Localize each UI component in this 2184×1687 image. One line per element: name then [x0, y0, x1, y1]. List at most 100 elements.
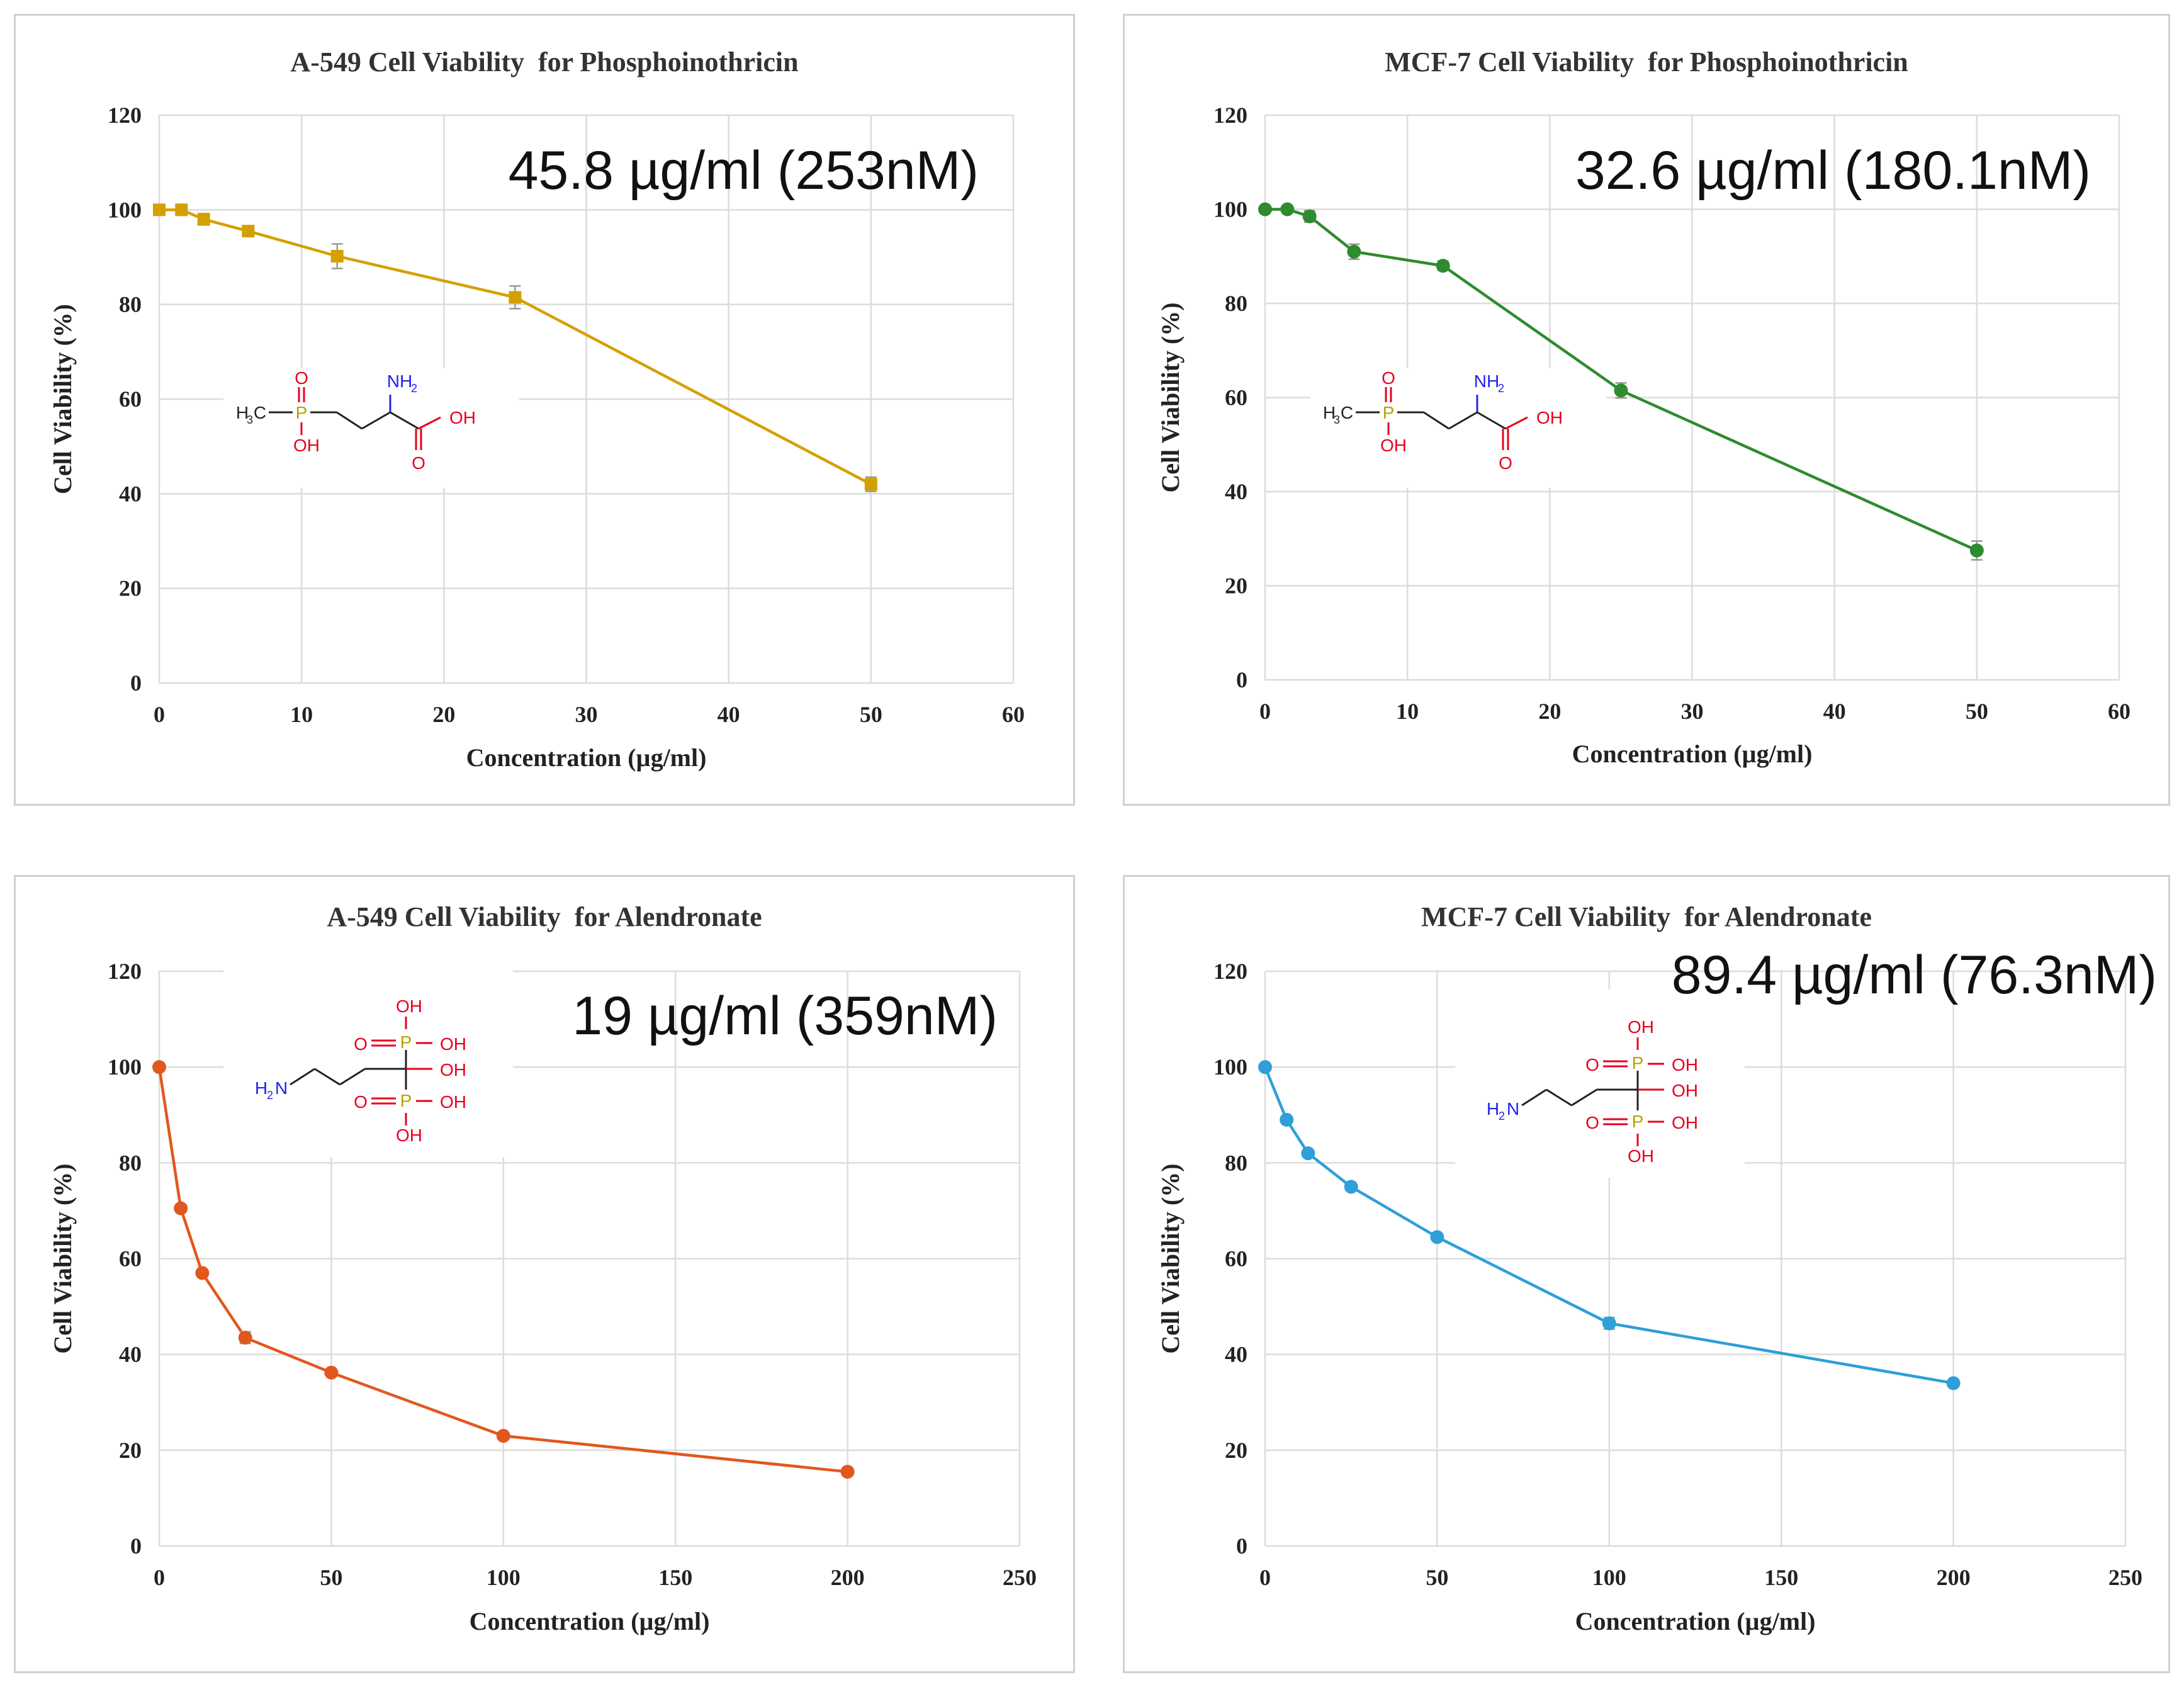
atom-label: P — [296, 403, 308, 422]
chart-title: A-549 Cell Viability for Alendronate — [327, 901, 762, 932]
y-tick-label: 40 — [1225, 479, 1247, 504]
data-point — [324, 1365, 339, 1380]
x-tick-label: 40 — [1823, 699, 1846, 724]
y-tick-label: 60 — [1225, 385, 1247, 410]
atom-label: O — [1382, 368, 1395, 388]
y-tick-label: 120 — [1213, 103, 1247, 128]
atom-label: 2 — [267, 1089, 273, 1102]
data-point — [1347, 244, 1361, 259]
data-point — [864, 478, 877, 491]
x-tick-label: 250 — [1003, 1565, 1037, 1590]
data-point — [174, 1201, 188, 1216]
structure-background — [223, 968, 513, 1157]
y-tick-label: 20 — [1225, 573, 1247, 599]
atom-label: OH — [396, 996, 422, 1016]
y-tick-label: 100 — [108, 1054, 142, 1080]
y-axis-label: Cell Viability (%) — [1156, 1163, 1185, 1353]
y-axis-label: Cell Viability (%) — [48, 304, 77, 494]
atom-label: OH — [449, 408, 476, 427]
atom-label: C — [1341, 403, 1353, 422]
atom-label: OH — [1672, 1113, 1698, 1132]
chemical-structure: H2 N P OH O OH OH P O OH OH — [1455, 989, 1745, 1178]
atom-label: O — [354, 1092, 368, 1112]
atom-label: O — [295, 368, 308, 388]
y-tick-label: 100 — [108, 197, 142, 222]
y-tick-label: 60 — [119, 1246, 142, 1272]
chemical-structure: H2 N P OH O OH OH P O OH OH — [223, 968, 513, 1157]
y-axis-label: Cell Viability (%) — [48, 1163, 77, 1353]
chart-panel-mcf7-phosphinothricin: H 3 C P O OH NH 2 OH O MCF-7 Cell Viability for Ph… — [1123, 14, 2170, 806]
x-tick-label: 150 — [658, 1565, 692, 1590]
chart-panel-a549-alendronate: H 2 N P OH O OH OH P O OH OH A-549 Cell Viability fo… — [14, 875, 1075, 1673]
x-axis-label: Concentration (µg/ml) — [466, 743, 707, 772]
atom-label: OH — [1536, 408, 1563, 427]
x-tick-label: 0 — [154, 1565, 165, 1590]
x-tick-label: 10 — [1396, 699, 1419, 724]
y-tick-label: 0 — [1236, 667, 1247, 692]
data-point — [1430, 1230, 1444, 1244]
data-point — [496, 1429, 510, 1443]
atom-label: H — [1487, 1099, 1499, 1119]
data-point — [840, 1465, 855, 1479]
data-point — [509, 291, 522, 304]
atom-label: O — [1585, 1055, 1599, 1075]
x-tick-label: 0 — [1259, 699, 1271, 724]
y-tick-label: 80 — [119, 1150, 142, 1175]
y-tick-label: 0 — [130, 670, 142, 696]
atom-label: O — [354, 1034, 368, 1054]
data-point — [153, 203, 166, 217]
atom-label: OH — [1628, 1146, 1654, 1166]
chart-title: MCF-7 Cell Viability for Alendronate — [1421, 901, 1872, 932]
y-tick-label: 100 — [1213, 1054, 1247, 1080]
atom-label: 2 — [411, 382, 417, 395]
y-tick-label: 0 — [130, 1533, 142, 1559]
data-point — [1301, 1146, 1315, 1161]
bond-line — [1505, 416, 1528, 430]
atom-label: OH — [1628, 1017, 1654, 1037]
atom-label: 3 — [1334, 414, 1340, 426]
bond-line — [290, 1068, 315, 1086]
x-tick-label: 200 — [1937, 1565, 1971, 1590]
data-point — [195, 1266, 210, 1280]
data-point — [1302, 209, 1317, 223]
atom-label: 2 — [1499, 1110, 1505, 1122]
data-point — [1436, 259, 1450, 273]
x-tick-label: 10 — [290, 702, 313, 727]
x-tick-label: 0 — [1259, 1565, 1271, 1590]
x-tick-label: 0 — [154, 702, 165, 727]
atom-label: P — [1632, 1112, 1644, 1131]
x-tick-label: 50 — [320, 1565, 342, 1590]
bond-line — [1448, 411, 1478, 430]
bond-line — [418, 416, 441, 430]
x-axis-label: Concentration (µg/ml) — [1572, 740, 1813, 768]
chart-title: MCF-7 Cell Viability for Phosphoinothric… — [1385, 47, 1908, 77]
atom-label: OH — [1380, 436, 1407, 455]
y-tick-label: 40 — [1225, 1342, 1247, 1367]
bond-line — [1521, 1088, 1547, 1107]
atom-label: OH — [1672, 1081, 1698, 1100]
x-tick-label: 30 — [575, 702, 598, 727]
data-point — [175, 203, 188, 217]
x-tick-label: 100 — [1592, 1565, 1626, 1590]
data-point — [1969, 543, 1984, 558]
atom-label: O — [1499, 453, 1512, 473]
bond-line — [314, 1068, 341, 1086]
y-tick-label: 80 — [1225, 291, 1247, 316]
structure-background — [1310, 368, 1606, 488]
ic50-annotation: 45.8 µg/ml (253nM) — [509, 140, 979, 201]
x-axis-label: Concentration (µg/ml) — [1575, 1607, 1816, 1635]
x-tick-label: 100 — [487, 1565, 521, 1590]
x-tick-label: 60 — [2108, 699, 2131, 724]
x-tick-label: 200 — [831, 1565, 865, 1590]
x-tick-label: 50 — [1426, 1565, 1448, 1590]
data-point — [1258, 202, 1272, 217]
bond-line — [336, 411, 363, 430]
bond-line — [1477, 411, 1506, 430]
atom-label: OH — [440, 1034, 466, 1054]
chart-panel-a549-phosphinothricin: H 3 C P O OH NH 2 OH O A-549 Cell Viability for Ph… — [14, 14, 1075, 806]
y-tick-label: 40 — [119, 1342, 142, 1367]
